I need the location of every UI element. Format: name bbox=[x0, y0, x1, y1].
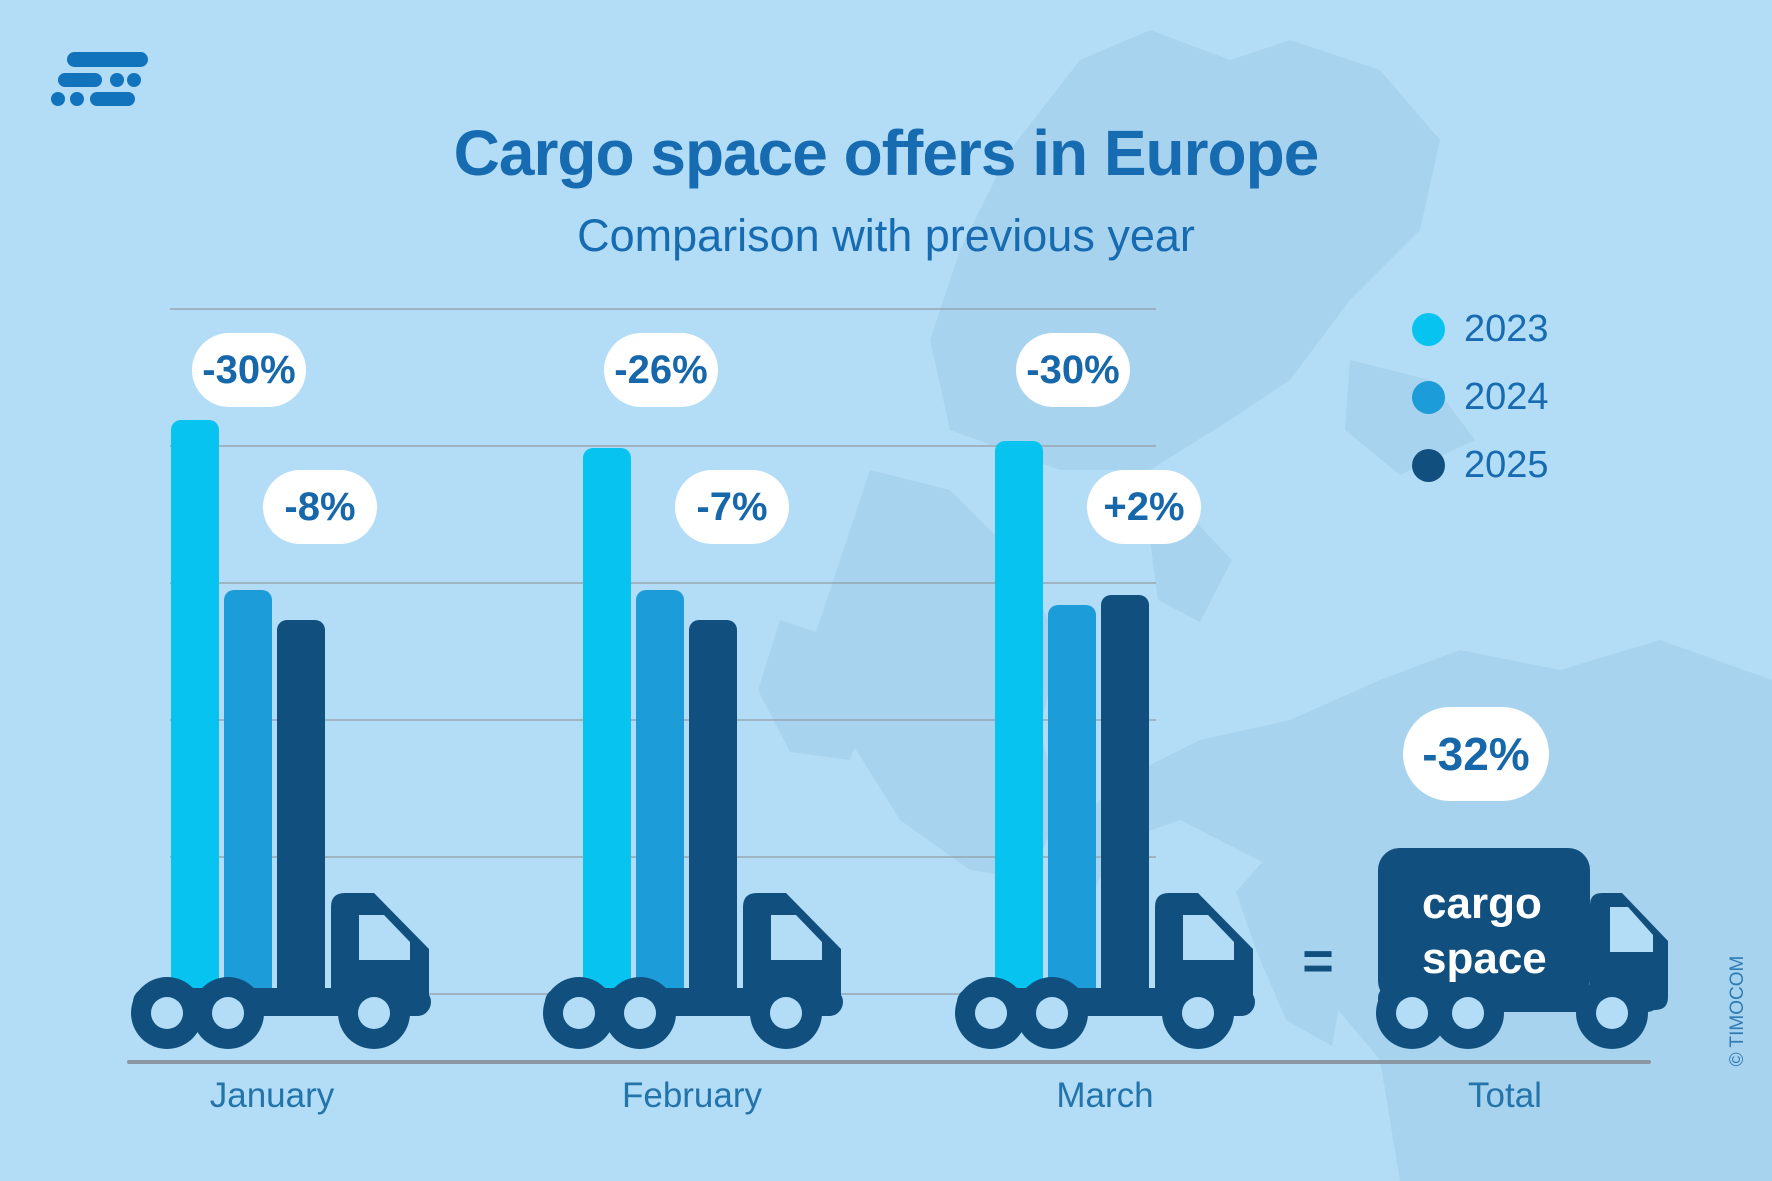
page-title: Cargo space offers in Europe bbox=[453, 117, 1320, 189]
legend: 2023 2024 2025 bbox=[1412, 308, 1549, 516]
total-change-badge: -32% bbox=[1403, 707, 1549, 801]
gridline-2 bbox=[170, 582, 1156, 584]
legend-label: 2024 bbox=[1464, 376, 1549, 418]
bar-2024-january bbox=[224, 590, 272, 995]
axis-label-march: March bbox=[1056, 1076, 1154, 1115]
change-badge-2024-january: -30% bbox=[192, 333, 306, 407]
copyright-text: © TIMOCOM bbox=[1727, 955, 1748, 1067]
axis-label-total: Total bbox=[1468, 1076, 1542, 1115]
change-badge-2025-january: -8% bbox=[263, 470, 377, 544]
bar-2025-february bbox=[689, 620, 737, 995]
truck-march bbox=[950, 885, 1265, 1055]
legend-label: 2025 bbox=[1464, 444, 1549, 486]
axis-label-february: February bbox=[621, 1076, 763, 1115]
x-axis-line bbox=[127, 1060, 1651, 1064]
cargo-text-line2: space bbox=[1422, 934, 1547, 983]
cargo-space-truck-icon: cargo space bbox=[1376, 848, 1668, 1049]
legend-dot-2024-icon bbox=[1412, 380, 1445, 414]
bar-2023-january bbox=[171, 420, 219, 995]
legend-label: 2023 bbox=[1464, 308, 1549, 350]
gridline-0 bbox=[170, 308, 1156, 310]
legend-item-2023: 2023 bbox=[1412, 308, 1549, 350]
change-badge-2025-february: -7% bbox=[675, 470, 789, 544]
truck-icon bbox=[543, 893, 843, 1049]
legend-dot-2023-icon bbox=[1412, 312, 1445, 346]
bar-2023-march bbox=[995, 441, 1043, 995]
truck-february bbox=[538, 885, 853, 1055]
truck-icon bbox=[955, 893, 1255, 1049]
legend-item-2025: 2025 bbox=[1412, 444, 1549, 486]
bar-2024-march bbox=[1048, 605, 1096, 995]
legend-dot-2025-icon bbox=[1412, 448, 1445, 482]
truck-icon bbox=[131, 893, 431, 1049]
legend-item-2024: 2024 bbox=[1412, 376, 1549, 418]
bar-2025-march bbox=[1101, 595, 1149, 995]
axis-label-january: January bbox=[209, 1076, 335, 1115]
timocom-logo bbox=[51, 52, 148, 106]
bar-2025-january bbox=[277, 620, 325, 995]
cargo-text-line1: cargo bbox=[1422, 879, 1542, 928]
equals-sign: = bbox=[1302, 931, 1334, 991]
page-subtitle: Comparison with previous year bbox=[577, 210, 1195, 261]
bar-2024-february bbox=[636, 590, 684, 995]
gridline-1 bbox=[170, 445, 1156, 447]
change-badge-2025-march: +2% bbox=[1087, 470, 1201, 544]
change-badge-2024-february: -26% bbox=[604, 333, 718, 407]
bar-2023-february bbox=[583, 448, 631, 995]
truck-january bbox=[126, 885, 441, 1055]
change-badge-2024-march: -30% bbox=[1016, 333, 1130, 407]
